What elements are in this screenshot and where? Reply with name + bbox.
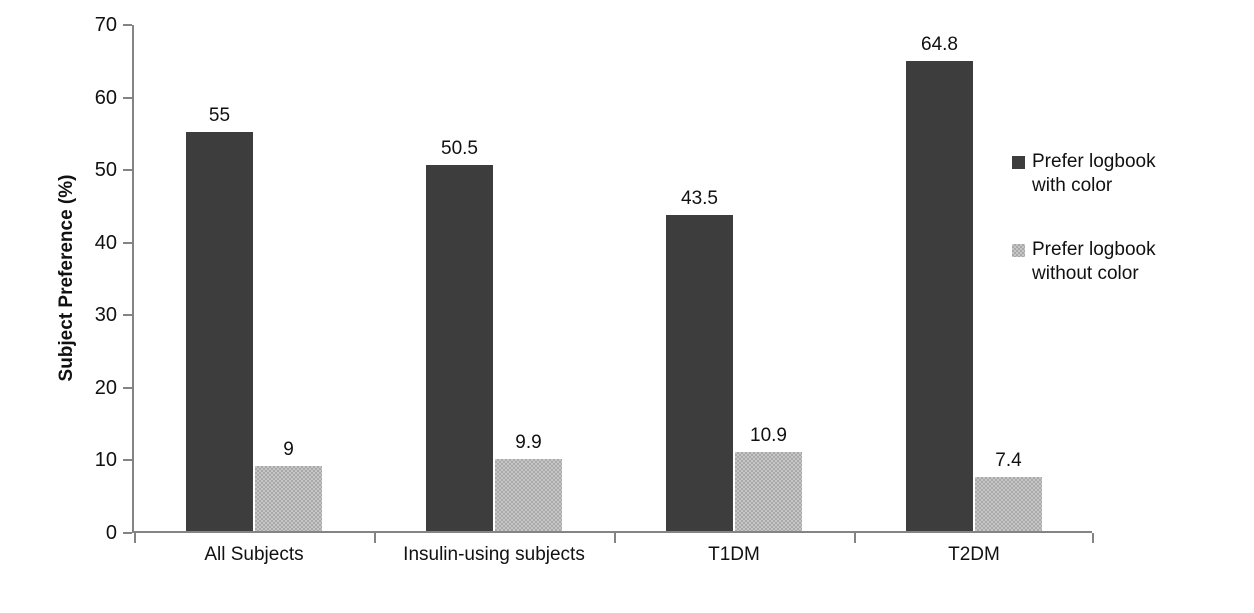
y-tick-label: 20: [94, 376, 117, 399]
y-tick-mark: [123, 459, 132, 462]
y-tick-label: 10: [94, 449, 117, 472]
bar-value-label: 9: [283, 438, 294, 460]
plot-area: 0 10 20 30 40 50 60 70 55 9 All Subjects 50.5 9.9 Ins…: [95, 14, 1094, 565]
x-tick-mark: [614, 533, 616, 543]
legend-swatch: [1012, 156, 1025, 169]
y-tick-mark: [123, 169, 132, 172]
legend: Prefer logbook with color Prefer logbook …: [1012, 150, 1182, 326]
bar: [495, 459, 562, 531]
y-tick-label: 30: [94, 304, 117, 327]
y-tick-label: 60: [94, 86, 117, 109]
y-axis-title: Subject Preference (%): [56, 174, 77, 382]
x-tick-mark: [374, 533, 376, 543]
legend-label: Prefer logbook with color: [1032, 151, 1156, 196]
y-tick-label: 0: [105, 522, 117, 544]
bar: [666, 215, 733, 531]
y-tick-mark: [123, 532, 132, 534]
y-tick-mark: [123, 314, 132, 317]
y-tick-label: 70: [94, 14, 117, 36]
bar: [426, 164, 493, 531]
bar-value-label: 7.4: [995, 450, 1022, 472]
bar-value-label: 64.8: [921, 33, 958, 55]
legend-label: Prefer logbook without color: [1032, 239, 1156, 284]
y-tick-label: 40: [94, 231, 117, 254]
bar: [906, 60, 973, 531]
bar-value-label: 10.9: [750, 424, 787, 446]
y-tick-label: 50: [94, 159, 117, 182]
x-category-label: T1DM: [708, 544, 760, 565]
bar-value-label: 43.5: [681, 188, 718, 210]
x-tick-mark: [134, 533, 136, 543]
legend-entry: Prefer logbook with color: [1012, 150, 1182, 198]
x-category-label: T2DM: [948, 544, 1000, 565]
x-category-label: Insulin-using subjects: [403, 544, 585, 565]
bar: [186, 131, 253, 531]
x-tick-mark: [854, 533, 856, 543]
legend-entry: Prefer logbook without color: [1012, 238, 1182, 286]
legend-swatch: [1012, 244, 1025, 257]
x-category-label: All Subjects: [204, 544, 304, 565]
bar-value-label: 50.5: [441, 137, 478, 159]
bar: [255, 465, 322, 531]
y-tick-mark: [123, 386, 132, 389]
bar: [735, 451, 802, 531]
bar-value-label: 9.9: [515, 432, 542, 454]
bar-value-label: 55: [208, 104, 231, 126]
y-tick-mark: [123, 24, 132, 26]
bar: [975, 477, 1042, 531]
x-tick-mark: [1092, 533, 1094, 543]
y-tick-mark: [123, 241, 132, 244]
y-tick-mark: [123, 96, 132, 99]
